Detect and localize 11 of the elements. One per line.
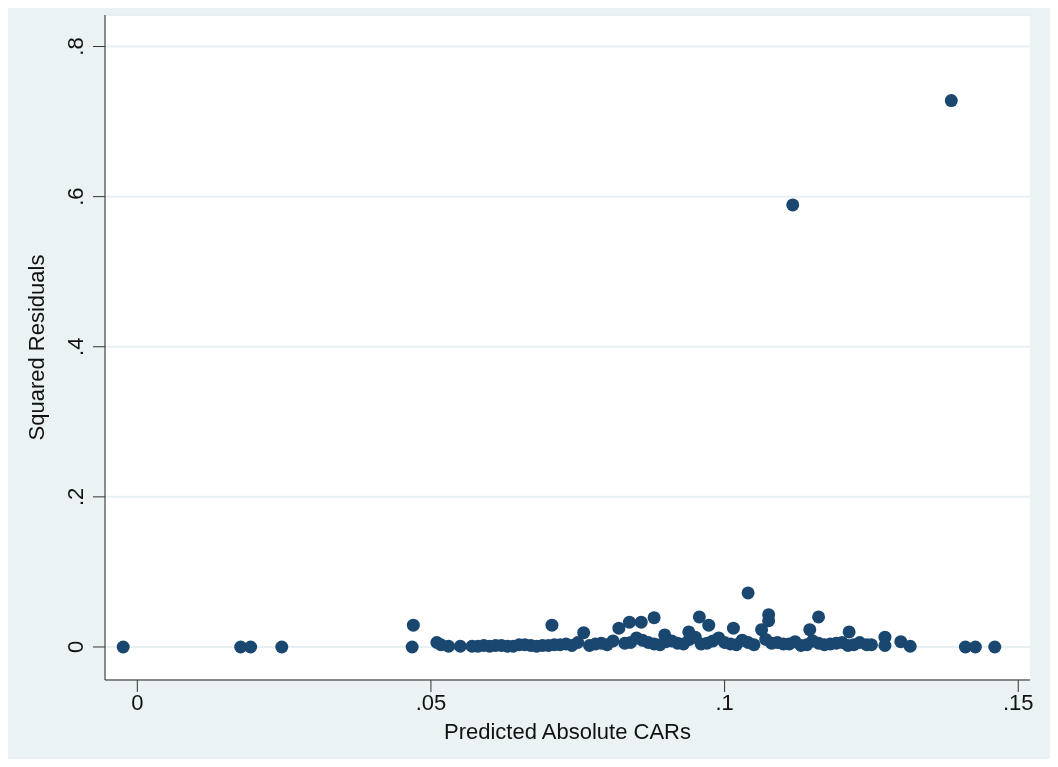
x-tick-label: .05 bbox=[415, 689, 447, 715]
x-tick-label: 0 bbox=[131, 689, 144, 715]
y-tick-label: .8 bbox=[63, 37, 88, 56]
x-axis-title: Predicted Absolute CARs bbox=[443, 719, 692, 744]
y-tick-label: 0 bbox=[63, 640, 88, 654]
x-tick-label: .15 bbox=[1002, 689, 1034, 715]
y-tick-label: .4 bbox=[63, 337, 88, 356]
x-tick-label: .1 bbox=[715, 689, 734, 715]
y-tick-label: .6 bbox=[63, 187, 88, 206]
y-axis-title: Squared Residuals bbox=[23, 254, 49, 441]
y-tick-label: .2 bbox=[63, 487, 88, 507]
